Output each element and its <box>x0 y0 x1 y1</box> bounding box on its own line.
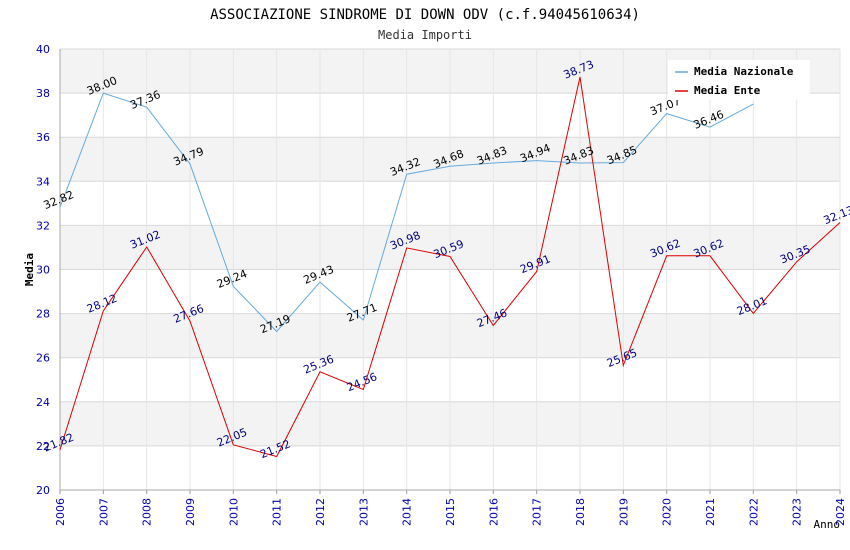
data-label: 36.46 <box>692 108 726 132</box>
data-label: 28.12 <box>85 292 119 316</box>
series-line <box>59 76 841 458</box>
y-tick-label: 20 <box>36 484 50 497</box>
y-tick-label: 40 <box>36 43 50 56</box>
y-tick-label: 26 <box>36 352 50 365</box>
data-label: 32.13 <box>822 203 850 227</box>
legend-label: Media Nazionale <box>694 65 794 78</box>
y-tick-label: 32 <box>36 219 50 232</box>
series-group <box>59 76 841 458</box>
x-tick-label: 2023 <box>791 498 804 526</box>
y-tick-label: 34 <box>36 175 50 188</box>
y-tick-label: 24 <box>36 396 50 409</box>
legend: Media Nazionale Media Ente <box>668 60 810 100</box>
axes <box>59 49 841 494</box>
x-tick-label: 2011 <box>271 498 284 526</box>
data-label: 24.56 <box>345 370 379 394</box>
x-tick-label: 2007 <box>97 498 110 526</box>
y-tick-label: 30 <box>36 264 50 277</box>
legend-label: Media Ente <box>694 84 761 97</box>
grid-lines <box>59 48 841 491</box>
y-tick-label: 36 <box>36 131 50 144</box>
x-tick-labels: 2006 2007 2008 2009 2010 2011 2012 2013 2014 2015… <box>54 498 847 526</box>
x-tick-label: 2006 <box>54 498 67 526</box>
x-tick-label: 2008 <box>141 498 154 526</box>
x-tick-label: 2015 <box>444 498 457 526</box>
y-tick-label: 28 <box>36 308 50 321</box>
data-label: 29.24 <box>215 267 249 291</box>
y-tick-labels: 20 22 24 26 28 30 32 34 36 38 40 <box>36 43 50 497</box>
x-tick-label: 2018 <box>574 498 587 526</box>
y-axis-label: Media <box>23 253 36 286</box>
x-tick-label: 2010 <box>227 498 240 526</box>
x-tick-label: 2020 <box>661 498 674 526</box>
x-tick-label: 2016 <box>487 498 500 526</box>
x-tick-label: 2022 <box>747 498 760 526</box>
x-tick-label: 2009 <box>184 498 197 526</box>
x-tick-label: 2019 <box>617 498 630 526</box>
y-tick-label: 38 <box>36 87 50 100</box>
x-axis-label: Anno <box>814 518 841 531</box>
x-tick-label: 2012 <box>314 498 327 526</box>
x-tick-label: 2024 <box>834 498 847 526</box>
x-tick-label: 2021 <box>704 498 717 526</box>
data-label: 21.82 <box>42 431 76 455</box>
data-label: 32.82 <box>42 188 76 212</box>
legend-box <box>668 60 810 100</box>
chart-subtitle: Media Importi <box>378 28 472 42</box>
x-tick-label: 2017 <box>531 498 544 526</box>
x-tick-label: 2014 <box>401 498 414 526</box>
series-line <box>59 92 754 333</box>
y-tick-label: 22 <box>36 440 50 453</box>
x-tick-label: 2013 <box>357 498 370 526</box>
chart-title: ASSOCIAZIONE SINDROME DI DOWN ODV (c.f.9… <box>210 7 640 23</box>
